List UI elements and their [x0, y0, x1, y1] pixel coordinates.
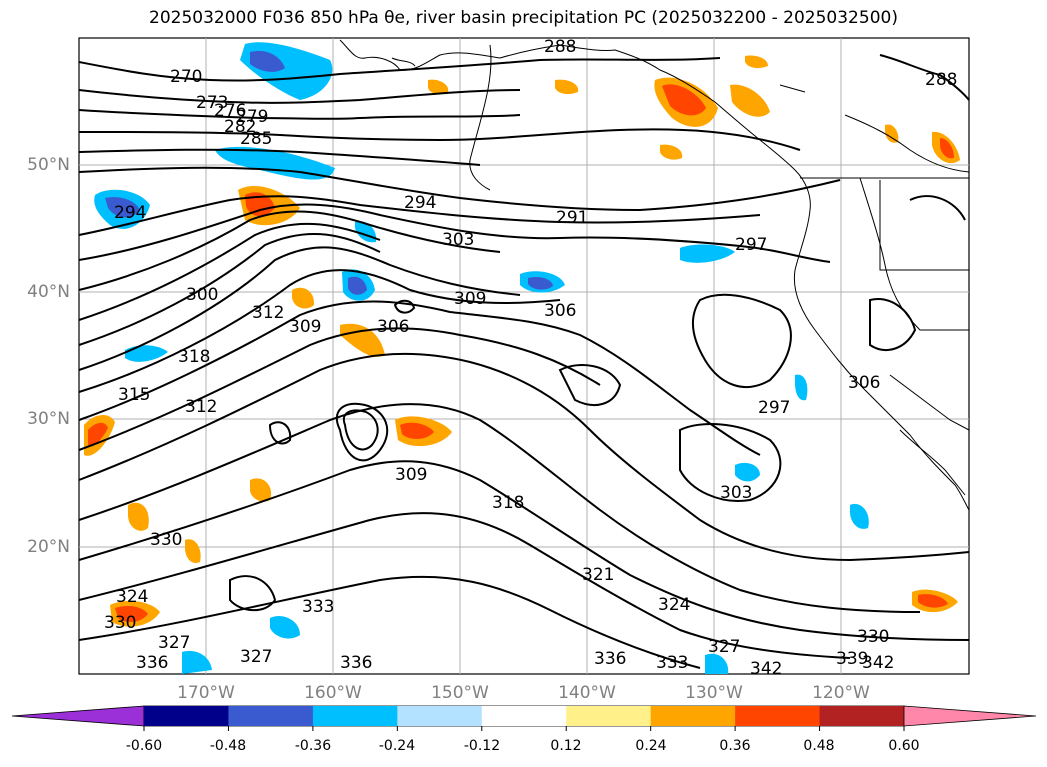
- contour-label: 282: [224, 117, 256, 137]
- lon-label: 130°W: [685, 683, 743, 703]
- contour-label: 324: [658, 595, 690, 615]
- lat-label: 50°N: [27, 155, 70, 175]
- lon-label: 170°W: [177, 683, 235, 703]
- contour-label: 330: [150, 530, 182, 550]
- contour-label: 288: [544, 37, 576, 57]
- colorbar-segment: [144, 706, 229, 726]
- contour-label: 285: [240, 129, 272, 149]
- colorbar-tick-label: -0.24: [378, 738, 416, 754]
- contour-label: 333: [656, 653, 688, 673]
- colorbar-segment: [819, 706, 905, 726]
- colorbar-tick-label: 0.60: [888, 738, 920, 754]
- lat-label: 30°N: [27, 409, 70, 429]
- contour-label: 336: [136, 653, 168, 673]
- graticule: [79, 38, 969, 674]
- contour-label: 330: [104, 613, 136, 633]
- contour-label: 306: [377, 317, 409, 337]
- contour-label: 297: [758, 398, 790, 418]
- contour-label: 339: [836, 649, 868, 669]
- contour-label: 333: [302, 597, 334, 617]
- contour-label: 318: [178, 347, 210, 367]
- contour-label: 294: [404, 193, 436, 213]
- coastlines: [339, 39, 970, 511]
- contour-label: 315: [118, 385, 150, 405]
- contour-label: 318: [492, 493, 524, 513]
- contour-label: 324: [116, 587, 148, 607]
- contour-label: 276: [214, 101, 246, 121]
- contour-label: 279: [236, 107, 268, 127]
- contour-label: 306: [848, 373, 880, 393]
- contour-label: 291: [556, 208, 588, 228]
- lon-label: 140°W: [558, 683, 616, 703]
- contour-label: 300: [186, 285, 218, 305]
- contour-label: 312: [185, 397, 217, 417]
- contour-label: 327: [708, 637, 740, 657]
- contour-label: 342: [750, 659, 782, 679]
- contour-label: 303: [442, 230, 474, 250]
- colorbar-tick-label: 0.36: [719, 738, 751, 754]
- colorbar-segment: [312, 706, 398, 726]
- colorbar-extend-high: [903, 705, 1037, 727]
- colorbar-segment: [481, 706, 567, 726]
- colorbar-tick-label: 0.24: [635, 738, 667, 754]
- contour-label: 342: [862, 653, 894, 673]
- contour-label: 303: [720, 483, 752, 503]
- colorbar-tick-label: 0.12: [550, 738, 582, 754]
- colorbar-segment: [650, 706, 736, 726]
- theta-e-contours: [78, 54, 970, 669]
- colorbar-segment: [735, 706, 821, 726]
- contour-label: 312: [252, 303, 284, 323]
- colorbar-extend-low: [11, 705, 145, 727]
- contour-label: 327: [240, 647, 272, 667]
- lat-label: 20°N: [27, 537, 70, 557]
- map-frame: [78, 37, 970, 675]
- contour-label: 336: [340, 653, 372, 673]
- colorbar-segment: [397, 706, 483, 726]
- precip-anomalies: [84, 42, 960, 674]
- colorbar-tick-label: -0.36: [294, 738, 332, 754]
- chart-title: 2025032000 F036 850 hPa θe, river basin …: [149, 8, 898, 28]
- lat-label: 40°N: [27, 282, 70, 302]
- colorbar-segment: [228, 706, 314, 726]
- contour-label: 309: [395, 465, 427, 485]
- lon-label: 160°W: [304, 683, 362, 703]
- contour-label: 309: [289, 317, 321, 337]
- contour-label: 309: [454, 289, 486, 309]
- colorbar-tick-label: -0.60: [125, 738, 163, 754]
- colorbar-tick-label: -0.48: [209, 738, 247, 754]
- contour-label: 273: [196, 93, 228, 113]
- contour-label: 297: [735, 235, 767, 255]
- contour-label: 270: [170, 67, 202, 87]
- colorbar-tick-label: 0.48: [803, 738, 835, 754]
- contour-label: 306: [544, 301, 576, 321]
- colorbar: [11, 705, 1037, 731]
- contour-label: 330: [857, 627, 889, 647]
- colorbar-segment: [566, 706, 652, 726]
- contour-label: 288: [925, 70, 957, 90]
- contour-label: 294: [114, 203, 146, 223]
- colorbar-tick-label: -0.12: [463, 738, 501, 754]
- contour-labels: 270 273 276 279 282 285 288 288 294 291 …: [104, 37, 957, 679]
- contour-label: 327: [158, 633, 190, 653]
- contour-label: 336: [594, 649, 626, 669]
- contour-label: 321: [582, 565, 614, 585]
- lon-label: 120°W: [812, 683, 870, 703]
- lon-label: 150°W: [431, 683, 489, 703]
